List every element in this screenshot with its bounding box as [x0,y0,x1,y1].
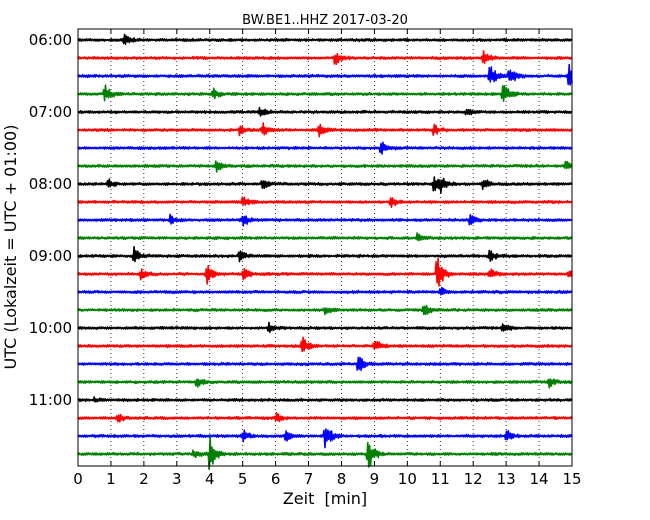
x-tick-labels: 0 1 2 3 4 5 6 7 8 9 10 11 12 13 14 15 [73,470,581,488]
trace-row-1000 [77,321,573,334]
trace-row-1130 [77,428,573,449]
trace-row-0900 [77,246,573,263]
axis-ticks [77,29,573,466]
trace-row-0830 [77,213,573,227]
y-tick-labels: 06:00 07:00 08:00 09:00 10:00 11:00 [29,31,72,409]
trace-row-0615 [77,50,573,65]
x-tick-label: 6 [271,470,281,488]
trace-row-0730 [77,141,573,155]
x-tick-label: 14 [530,470,549,488]
y-tick-label: 07:00 [29,103,72,121]
trace-row-1145 [77,435,573,471]
trace-row-0930 [77,286,573,296]
x-tick-label: 10 [398,470,417,488]
x-tick-label: 15 [562,470,581,488]
x-tick-label: 11 [431,470,450,488]
vertical-grid [110,29,540,466]
x-tick-label: 12 [464,470,483,488]
y-axis-label: UTC (Lokalzeit = UTC + 01:00) [1,125,20,370]
trace-row-0645 [77,84,573,102]
x-tick-label: 9 [370,470,380,488]
x-tick-label: 2 [139,470,149,488]
trace-row-1100 [77,396,573,403]
x-tick-label: 5 [238,470,248,488]
trace-group [77,33,573,471]
trace-row-0715 [77,122,573,138]
y-tick-label: 10:00 [29,319,72,337]
trace-row-0815 [77,196,573,209]
x-tick-label: 8 [337,470,347,488]
x-tick-label: 4 [205,470,215,488]
trace-row-1015 [77,336,573,353]
trace-row-0745 [77,160,573,173]
trace-row-1115 [77,412,573,423]
trace-row-0630 [77,63,573,86]
trace-row-0800 [77,176,573,194]
x-tick-label: 0 [73,470,83,488]
trace-row-0700 [77,106,573,117]
y-tick-label: 11:00 [29,391,72,409]
trace-row-0845 [77,232,573,242]
chart-title: BW.BE1..HHZ 2017-03-20 [242,13,408,28]
y-tick-label: 06:00 [29,31,72,49]
x-axis-label: Zeit [min] [283,489,367,508]
plot-frame [77,28,573,467]
trace-row-0945 [77,304,573,316]
x-tick-label: 13 [497,470,516,488]
trace-row-1030 [77,356,573,372]
trace-row-1045 [77,378,573,389]
x-tick-label: 1 [106,470,116,488]
x-tick-label: 7 [304,470,314,488]
y-tick-label: 09:00 [29,247,72,265]
trace-row-0915 [77,257,573,287]
x-tick-label: 3 [172,470,182,488]
trace-row-0600 [77,33,573,45]
y-tick-label: 08:00 [29,175,72,193]
